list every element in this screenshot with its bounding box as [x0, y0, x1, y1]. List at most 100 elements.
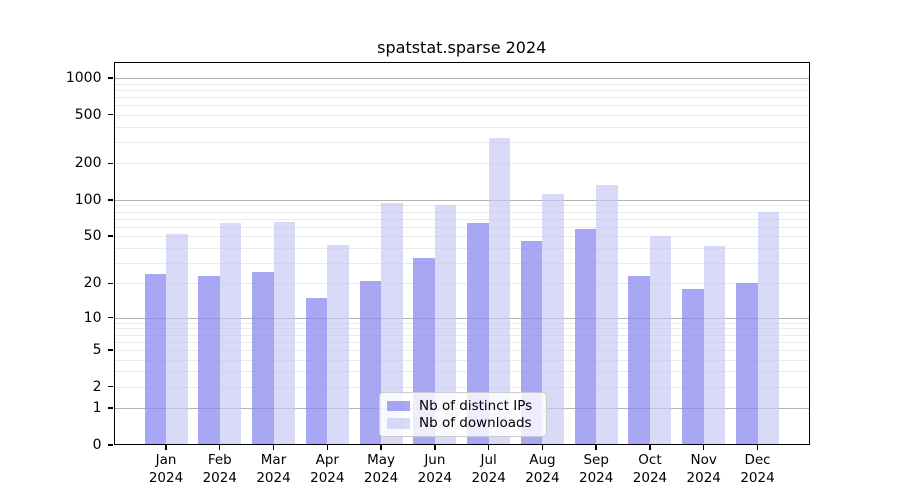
- xtick-mark-aug: [541, 445, 544, 450]
- gridline-minor-70: [114, 218, 809, 220]
- gridline-minor-400: [114, 126, 809, 128]
- bar-downloads-aug: [542, 193, 564, 445]
- gridline-minor-30: [114, 262, 809, 264]
- gridline-minor-500: [114, 114, 809, 116]
- bar-downloads-nov: [703, 246, 726, 445]
- gridline-minor-20: [114, 283, 809, 285]
- chart-title: spatstat.sparse 2024: [377, 38, 547, 57]
- legend-row-distinct-ips: Nb of distinct IPs: [387, 397, 538, 415]
- legend-swatch-downloads: [387, 418, 410, 429]
- ytick-mark-20: [108, 282, 113, 284]
- bar-downloads-oct: [649, 236, 672, 445]
- gridline-minor-40: [114, 247, 809, 249]
- gridline-major-1000: [114, 78, 809, 80]
- bar-downloads-mar: [273, 221, 296, 445]
- ytick-mark-50: [108, 235, 113, 237]
- bar-downloads-dec: [757, 212, 779, 445]
- xtick-mark-jun: [434, 445, 436, 450]
- xtick-mark-apr: [326, 445, 328, 450]
- xtick-label-sep: Sep 2024: [566, 452, 626, 487]
- xtick-mark-jul: [487, 445, 490, 450]
- bar-distinct-ips-jul: [467, 223, 489, 445]
- xtick-month-may: May: [367, 452, 396, 468]
- xtick-month-aug: Aug: [529, 452, 556, 468]
- ytick-mark-0: [108, 444, 113, 446]
- ytick-label-1: 1: [92, 400, 102, 417]
- xtick-year-jul: 2024: [471, 469, 506, 486]
- xtick-label-nov: Nov 2024: [674, 452, 734, 487]
- gridline-minor-800: [114, 89, 809, 91]
- xtick-label-jun: Jun 2024: [405, 452, 465, 487]
- ytick-mark-500: [108, 114, 113, 116]
- legend: Nb of distinct IPs Nb of downloads: [379, 392, 547, 437]
- legend-swatch-distinct-ips: [387, 400, 410, 411]
- gridline-minor-6: [114, 341, 809, 343]
- xtick-label-jan: Jan 2024: [136, 452, 196, 487]
- ytick-label-2: 2: [92, 378, 102, 395]
- gridline-minor-60: [114, 226, 809, 228]
- bar-downloads-jun: [434, 204, 457, 445]
- bar-distinct-ips-sep: [574, 229, 597, 445]
- bar-downloads-jan: [166, 234, 188, 445]
- gridline-minor-4: [114, 359, 809, 361]
- xtick-year-nov: 2024: [686, 469, 721, 486]
- xtick-month-jun: Jun: [424, 452, 446, 468]
- bar-distinct-ips-oct: [628, 276, 650, 445]
- xtick-label-mar: Mar 2024: [244, 452, 304, 487]
- xtick-label-aug: Aug 2024: [512, 452, 572, 487]
- xtick-mark-dec: [756, 445, 759, 450]
- bar-distinct-ips-dec: [736, 283, 758, 445]
- ytick-label-5: 5: [92, 341, 102, 358]
- ytick-mark-2: [108, 385, 113, 388]
- xtick-month-dec: Dec: [744, 452, 771, 468]
- ytick-mark-5: [108, 349, 113, 351]
- xtick-month-oct: Oct: [638, 452, 662, 468]
- ytick-mark-10: [108, 316, 113, 319]
- xtick-year-feb: 2024: [202, 469, 237, 486]
- xtick-month-sep: Sep: [583, 452, 609, 468]
- legend-label-distinct-ips: Nb of distinct IPs: [419, 397, 533, 414]
- gridline-minor-80: [114, 211, 809, 213]
- bar-downloads-jul: [488, 138, 511, 445]
- ytick-label-200: 200: [74, 155, 102, 172]
- ytick-label-0: 0: [92, 437, 102, 453]
- ytick-mark-1: [108, 407, 113, 409]
- bar-downloads-may: [381, 202, 403, 445]
- gridline-minor-8: [114, 328, 809, 330]
- gridline-minor-600: [114, 105, 809, 107]
- xtick-year-mar: 2024: [256, 469, 291, 486]
- xtick-year-aug: 2024: [525, 469, 560, 486]
- xtick-month-jul: Jul: [480, 452, 497, 468]
- gridline-minor-300: [114, 141, 809, 143]
- legend-row-downloads: Nb of downloads: [387, 415, 538, 433]
- xtick-mark-mar: [272, 445, 275, 450]
- xtick-label-jul: Jul 2024: [459, 452, 519, 487]
- xtick-month-feb: Feb: [207, 452, 232, 468]
- xtick-year-dec: 2024: [740, 469, 775, 486]
- xtick-label-oct: Oct 2024: [620, 452, 680, 487]
- bar-distinct-ips-mar: [252, 271, 274, 445]
- gridline-minor-90: [114, 205, 809, 207]
- xtick-mark-sep: [595, 445, 597, 450]
- xtick-month-mar: Mar: [260, 452, 287, 468]
- xtick-mark-jan: [165, 445, 167, 450]
- ytick-label-20: 20: [83, 275, 102, 292]
- gridline-minor-5: [114, 349, 809, 351]
- gridline-minor-900: [114, 83, 809, 85]
- xtick-month-nov: Nov: [690, 452, 717, 468]
- xtick-year-apr: 2024: [310, 469, 345, 486]
- xtick-year-jun: 2024: [417, 469, 453, 486]
- xtick-label-apr: Apr 2024: [297, 452, 357, 487]
- ytick-label-10: 10: [83, 309, 102, 326]
- xtick-year-sep: 2024: [578, 469, 614, 486]
- gridline-major-100: [114, 199, 809, 201]
- gridline-minor-700: [114, 96, 809, 98]
- bar-distinct-ips-nov: [682, 288, 704, 445]
- ytick-label-100: 100: [74, 191, 102, 208]
- gridline-major-10: [114, 317, 809, 319]
- gridline-minor-3: [114, 371, 809, 373]
- gridline-minor-2: [114, 386, 809, 388]
- xtick-month-jan: Jan: [155, 452, 177, 468]
- bar-distinct-ips-apr: [305, 297, 328, 445]
